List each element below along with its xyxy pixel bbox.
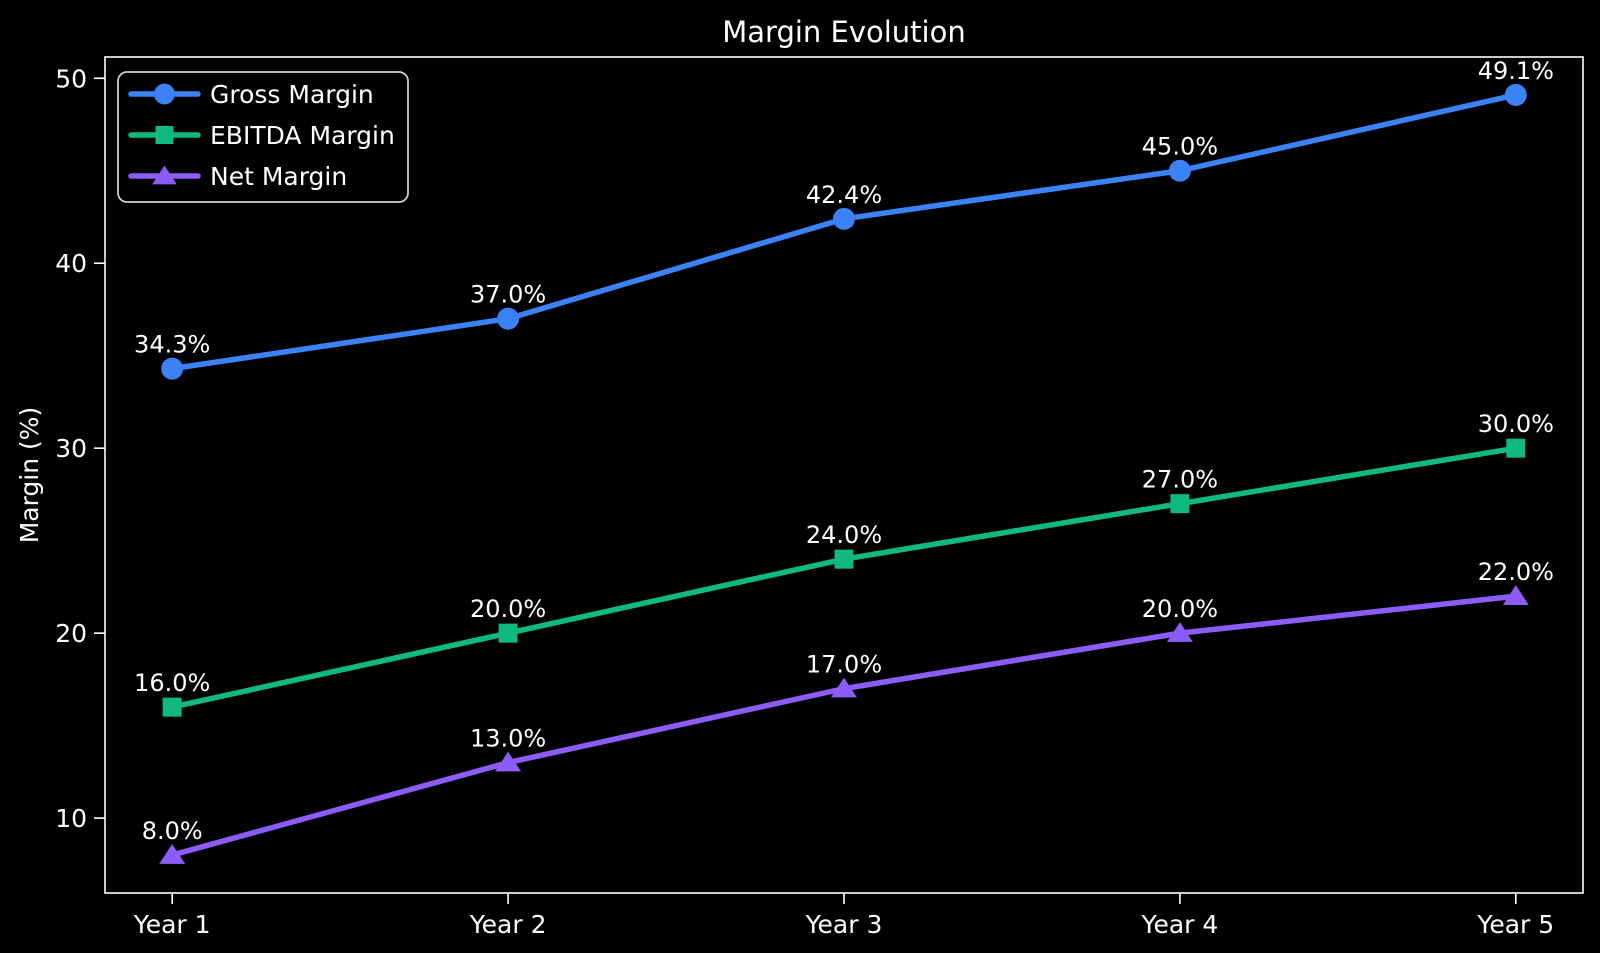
point-label-net-margin: 13.0% [470, 725, 546, 753]
series-marker-net-margin [1502, 585, 1529, 605]
point-label-gross-margin: 37.0% [470, 281, 546, 309]
legend-marker-ebitda-margin [155, 125, 174, 145]
x-tick-label: Year 3 [805, 910, 883, 939]
series-marker-gross-margin [497, 307, 520, 330]
point-label-gross-margin: 49.1% [1478, 57, 1554, 85]
legend-box [117, 71, 409, 203]
x-axis: Year 1 Year 2 Year 3 Year 4 Year 5 [133, 893, 1554, 939]
point-label-net-margin: 17.0% [806, 651, 882, 679]
point-label-net-margin: 8.0% [142, 817, 203, 845]
point-label-gross-margin: 42.4% [806, 181, 882, 209]
y-axis: 10 20 30 40 50 [55, 64, 105, 833]
point-label-ebitda-margin: 27.0% [1142, 466, 1218, 494]
point-label-net-margin: 20.0% [1142, 595, 1218, 623]
series-marker-net-margin [159, 844, 186, 864]
series-marker-gross-margin [1504, 83, 1527, 106]
y-tick-label: 30 [55, 434, 87, 463]
series-marker-ebitda-margin [1170, 494, 1190, 514]
point-label-ebitda-margin: 24.0% [806, 521, 882, 549]
series-line-net-margin [169, 593, 1519, 858]
series-marker-ebitda-margin [498, 623, 518, 643]
point-label-ebitda-margin: 30.0% [1478, 410, 1554, 438]
y-tick-label: 50 [55, 64, 87, 93]
point-labels-layer: 34.3% 37.0% 42.4% 45.0% 49.1% 16.0% 20.0% 24.0%… [134, 57, 1554, 845]
series-marker-gross-margin [1168, 159, 1191, 182]
series-marker-gross-margin [833, 207, 855, 230]
point-label-gross-margin: 45.0% [1142, 133, 1218, 161]
series-marker-ebitda-margin [162, 697, 182, 717]
y-tick-label: 20 [55, 619, 87, 648]
legend: Gross Margin EBITDA Margin Net Margin [117, 71, 409, 203]
x-tick-label: Year 5 [1476, 910, 1554, 939]
chart-title: Margin Evolution [722, 15, 965, 49]
y-tick-label: 10 [55, 804, 87, 833]
point-label-gross-margin: 34.3% [134, 331, 210, 359]
legend-label-net-margin: Net Margin [210, 162, 347, 191]
series-marker-net-margin [831, 677, 857, 698]
x-tick-label: Year 1 [133, 910, 211, 939]
y-tick-label: 40 [55, 249, 87, 278]
x-tick-label: Year 4 [1141, 910, 1219, 939]
series-marker-ebitda-margin [834, 549, 854, 569]
legend-marker-net-margin [152, 165, 177, 185]
x-tick-label: Year 2 [469, 910, 547, 939]
series-marker-net-margin [1166, 622, 1193, 642]
y-axis-label: Margin (%) [15, 407, 44, 544]
legend-label-ebitda-margin: EBITDA Margin [210, 121, 395, 150]
point-label-net-margin: 22.0% [1478, 558, 1554, 586]
legend-label-gross-margin: Gross Margin [210, 80, 374, 109]
point-label-ebitda-margin: 20.0% [470, 595, 546, 623]
legend-marker-gross-margin [154, 83, 175, 105]
series-marker-ebitda-margin [1506, 438, 1526, 458]
series-layer [159, 83, 1529, 864]
series-marker-gross-margin [161, 357, 184, 380]
series-marker-net-margin [495, 751, 522, 772]
point-label-ebitda-margin: 16.0% [134, 669, 210, 697]
